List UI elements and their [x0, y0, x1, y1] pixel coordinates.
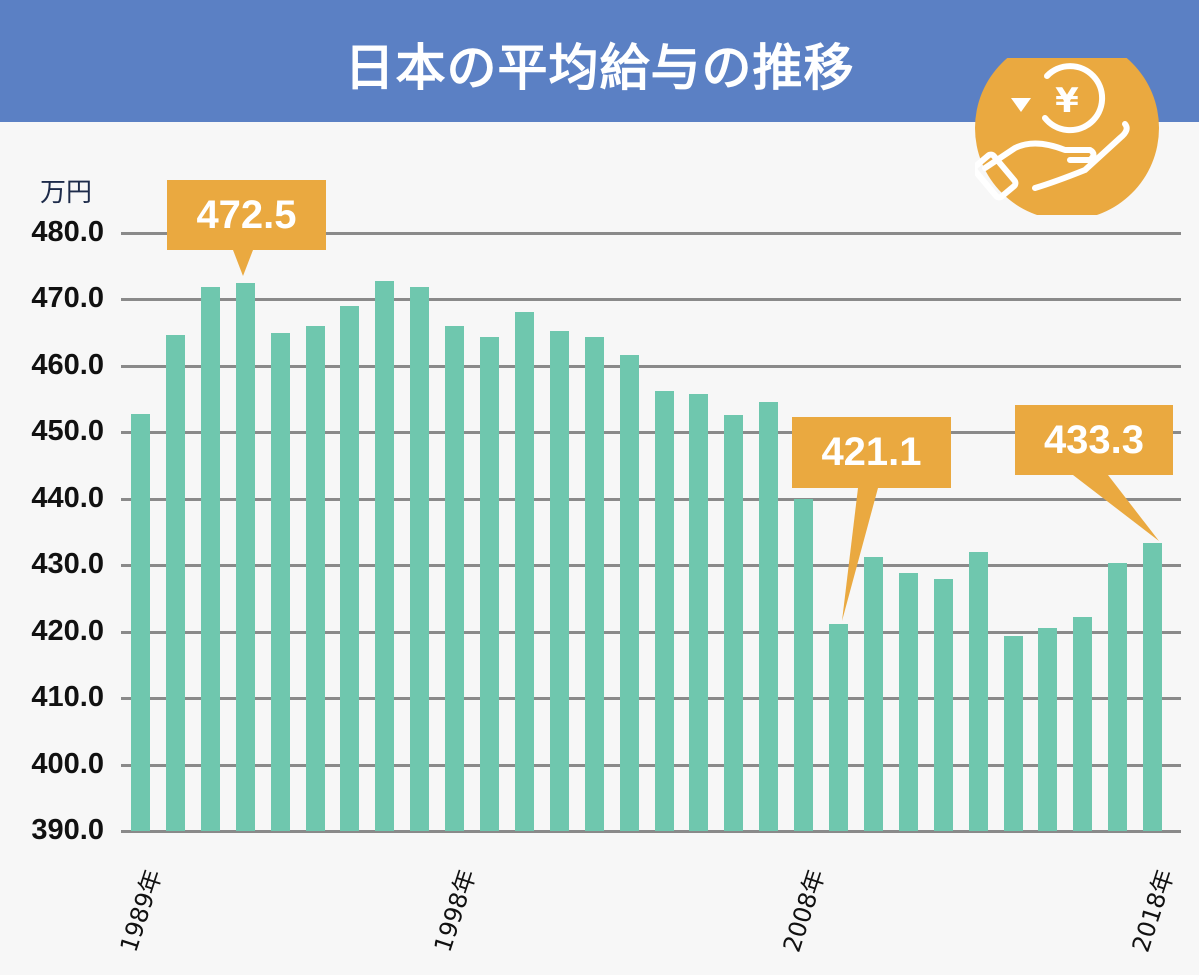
bar-2015: [1038, 627, 1058, 831]
bar-2004: [654, 391, 674, 831]
value-callout: 421.1: [792, 417, 951, 488]
bar-1993: [270, 332, 290, 831]
bar-2014: [1003, 636, 1023, 831]
bar-2017: [1108, 563, 1128, 831]
bar-2001: [549, 330, 569, 831]
y-tick-label: 460.0: [31, 348, 104, 381]
bar-1991: [200, 287, 220, 831]
page-title: 日本の平均給与の推移: [344, 39, 855, 97]
bar-2008: [794, 498, 814, 831]
bar-2002: [584, 336, 604, 831]
y-tick-label: 420.0: [31, 614, 104, 647]
y-tick-label: 440.0: [31, 481, 104, 514]
value-callout: 433.3: [1015, 405, 1173, 475]
y-tick-label: 410.0: [31, 681, 104, 714]
gridline: [121, 497, 1181, 501]
bar-1997: [410, 287, 430, 831]
bar-2000: [514, 312, 534, 831]
y-tick-label: 470.0: [31, 282, 104, 315]
y-tick-label: 430.0: [31, 548, 104, 581]
bar-2003: [619, 355, 639, 831]
svg-text:¥: ¥: [1055, 81, 1079, 121]
y-tick-label: 400.0: [31, 747, 104, 780]
bar-1995: [340, 306, 360, 831]
bar-1998: [445, 326, 465, 831]
bar-1989: [131, 414, 150, 831]
gridline: [121, 364, 1181, 368]
bar-2010: [863, 556, 883, 831]
gridline: [121, 697, 1181, 701]
gridline: [121, 298, 1181, 302]
bar-1990: [165, 335, 185, 831]
bar-2009: [829, 624, 848, 831]
gridline: [121, 431, 1181, 435]
bar-2007: [759, 402, 779, 831]
bar-2012: [933, 579, 953, 831]
value-callout: 472.5: [167, 180, 326, 250]
y-tick-label: 480.0: [31, 216, 104, 248]
gridline: [121, 232, 1181, 235]
bar-2006: [724, 415, 744, 831]
bar-1996: [375, 280, 395, 831]
bar-1999: [480, 337, 499, 831]
bar-2018: [1143, 543, 1163, 831]
gridline: [121, 830, 1181, 833]
bar-1994: [305, 326, 325, 831]
bar-2016: [1073, 617, 1093, 831]
header-bar: 日本の平均給与の推移: [0, 0, 1199, 122]
gridline: [121, 564, 1181, 568]
y-tick-label: 450.0: [31, 415, 104, 448]
gridline: [121, 763, 1181, 767]
bar-2005: [689, 393, 709, 831]
gridline: [121, 630, 1181, 634]
bar-2013: [968, 551, 988, 831]
y-axis-unit: 万円: [40, 178, 93, 208]
bar-2011: [898, 572, 918, 831]
y-tick-label: 390.0: [31, 814, 104, 846]
yen-hand-icon: ¥: [975, 58, 1159, 215]
bar-1992: [235, 282, 255, 831]
